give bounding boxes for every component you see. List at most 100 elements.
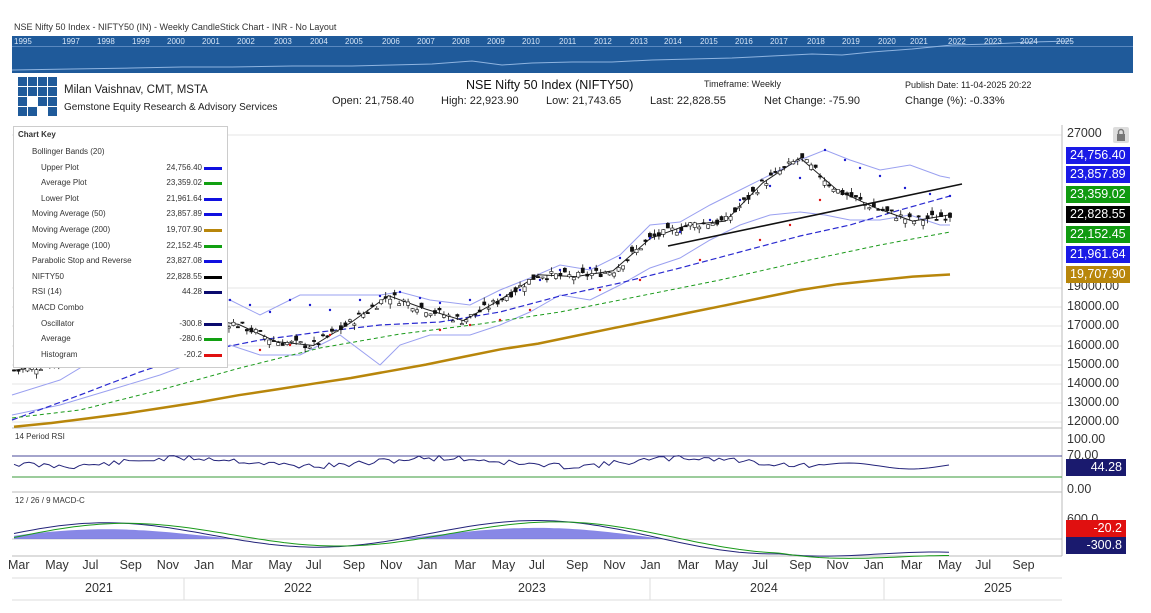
logo-square [48, 97, 57, 106]
candle-body [648, 233, 652, 238]
candle-body [867, 207, 872, 210]
overview-year-2015: 2015 [700, 37, 718, 46]
sar-dot [698, 258, 702, 262]
candle-body [742, 197, 746, 200]
key-row-value: -280.6 [179, 334, 202, 344]
candle-body [773, 171, 778, 173]
parabolic-sar-dots [228, 148, 952, 352]
candle-body [840, 189, 845, 195]
sar-dot [768, 184, 772, 188]
sar-dot [328, 333, 332, 337]
key-row-swatch [204, 197, 222, 201]
candle-body [285, 342, 290, 345]
overview-year-2003: 2003 [274, 37, 292, 46]
x-month-label: Nov [826, 558, 849, 572]
chart-key-panel: Chart Key Bollinger Bands (20) Upper Plot… [13, 126, 228, 368]
logo-square [18, 87, 27, 96]
sar-dot [738, 198, 742, 202]
overview-navigator[interactable]: 1995 1997 1998 1999 2000 2001 2002 2003 2004 2005… [12, 36, 1133, 73]
price-badge: 22,828.55 [1066, 206, 1130, 223]
candle-body [845, 192, 849, 196]
price-tick: 18000.00 [1067, 299, 1120, 313]
x-year-label: 2025 [984, 581, 1012, 595]
net-change-value: Net Change: -75.90 [764, 95, 861, 107]
candle-body [428, 313, 433, 316]
sar-dot [468, 323, 472, 327]
candle-body [760, 179, 764, 182]
candle-body [12, 369, 16, 372]
key-row-value: -300.8 [179, 318, 202, 328]
sar-dot [398, 290, 402, 294]
x-month-label: Jan [417, 558, 438, 572]
publish-date: Publish Date: 11-04-2025 20:22 [905, 80, 1032, 90]
lock-icon[interactable] [1113, 127, 1129, 143]
price-tick: 17000.00 [1067, 318, 1120, 332]
key-row-swatch [204, 244, 222, 248]
company-logo [18, 77, 58, 116]
candle-body [303, 345, 308, 349]
ma100-line [11, 231, 951, 419]
high-value: High: 22,923.90 [441, 95, 519, 107]
overview-year-2001: 2001 [202, 37, 220, 46]
candle-body [777, 170, 782, 175]
candle-body [898, 214, 903, 217]
key-row-label: NIFTY50 [32, 271, 65, 281]
candle-body [585, 273, 590, 277]
price-tick: 16000.00 [1067, 338, 1120, 352]
rsi-badge: 44.28 [1066, 459, 1126, 476]
candle-body [576, 272, 581, 278]
candle-body [401, 299, 406, 302]
candle-body [473, 313, 478, 316]
candle-body [934, 219, 939, 221]
key-row-label: Oscillator [41, 318, 75, 328]
candle-body [244, 329, 249, 332]
sar-dot [438, 328, 442, 332]
candle-body [383, 296, 388, 299]
overview-year-1999: 1999 [132, 37, 150, 46]
x-month-label: Jul [975, 558, 992, 572]
candle-body [674, 232, 679, 236]
candle-body [612, 272, 617, 277]
candle-body [249, 327, 254, 333]
sar-dot [378, 294, 382, 298]
key-row-label: Moving Average (200) [32, 225, 111, 234]
candle-body [343, 322, 348, 327]
candle-body [567, 274, 572, 278]
candle-body [374, 308, 379, 310]
logo-square [38, 97, 47, 106]
candle-body [459, 323, 464, 326]
x-month-label: Mar [454, 558, 476, 572]
candle-body [912, 220, 917, 225]
candle-body [276, 342, 281, 346]
key-row-label: Bollinger Bands (20) [32, 147, 105, 156]
candle-body [495, 300, 500, 305]
candle-body [921, 220, 926, 226]
candle-body [370, 304, 375, 307]
candle-body [482, 301, 487, 306]
key-row-label: Parabolic Stop and Reverse [32, 256, 132, 266]
overview-year-1998: 1998 [97, 37, 115, 46]
x-month-label: Nov [603, 558, 626, 572]
sar-dot [498, 318, 502, 322]
rsi-tick-0: 0.00 [1067, 482, 1092, 496]
sar-dot [228, 298, 232, 302]
candle-body [446, 314, 451, 317]
overview-year-2012: 2012 [594, 37, 612, 46]
overview-year-2010: 2010 [522, 37, 540, 46]
candle-body [804, 159, 809, 163]
candle-body [858, 196, 863, 200]
candle-body [625, 259, 630, 262]
candle-body [661, 229, 666, 235]
candle-body [697, 226, 702, 230]
key-row-value: 22,152.45 [166, 240, 202, 250]
x-month-label: Mar [231, 558, 253, 572]
author-name: Milan Vaishnav, CMT, MSTA [64, 84, 208, 96]
candle-body [683, 225, 688, 228]
candle-body [397, 303, 402, 306]
overview-year-2004: 2004 [310, 37, 328, 46]
price-badge: 21,961.64 [1066, 246, 1130, 263]
sar-dot [528, 308, 532, 312]
key-row-label: Moving Average (50) [32, 209, 106, 219]
candle-body [280, 343, 285, 346]
candle-body [424, 312, 428, 317]
